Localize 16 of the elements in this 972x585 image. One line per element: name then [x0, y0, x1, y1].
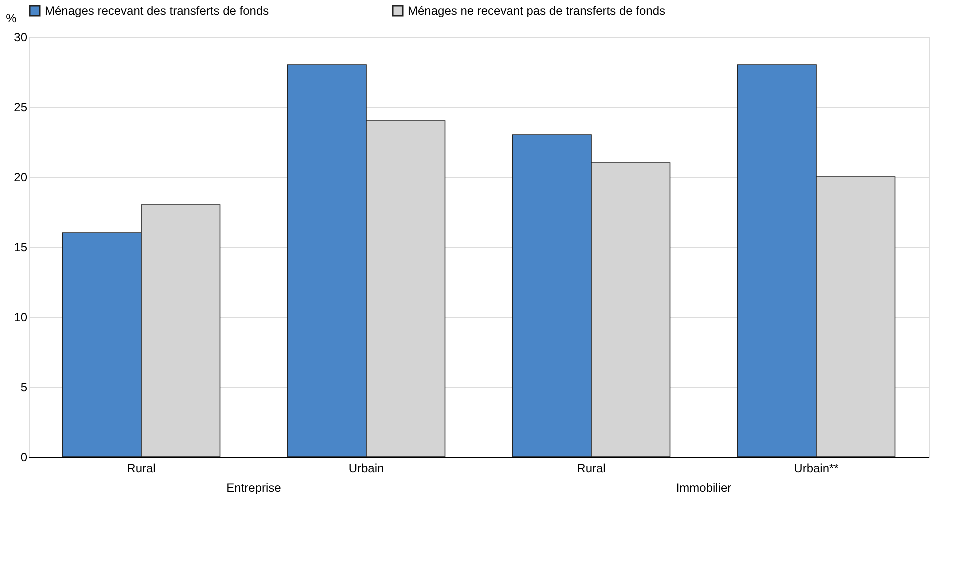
legend-label: Ménages ne recevant pas de transferts de fonds — [408, 4, 666, 18]
x-tick-label: Urbain — [348, 462, 384, 476]
x-tick-label: Urbain** — [794, 462, 840, 476]
y-tick-label: 20 — [14, 170, 28, 184]
y-tick-label: 0 — [20, 450, 28, 464]
y-tick-label: 10 — [14, 310, 28, 324]
y-axis-title: % — [6, 12, 18, 26]
text: Entreprise — [226, 481, 282, 495]
x-tick-label: Rural — [127, 462, 156, 476]
y-tick-label: 30 — [14, 30, 28, 44]
y-tick-label: 15 — [14, 240, 28, 254]
legend-label: Ménages recevant des transferts de fonds — [45, 4, 270, 18]
text: Immobilier — [676, 481, 732, 495]
x-tick-label: Rural — [577, 462, 606, 476]
y-tick-label: 5 — [20, 380, 28, 394]
y-tick-label: 25 — [14, 100, 28, 114]
